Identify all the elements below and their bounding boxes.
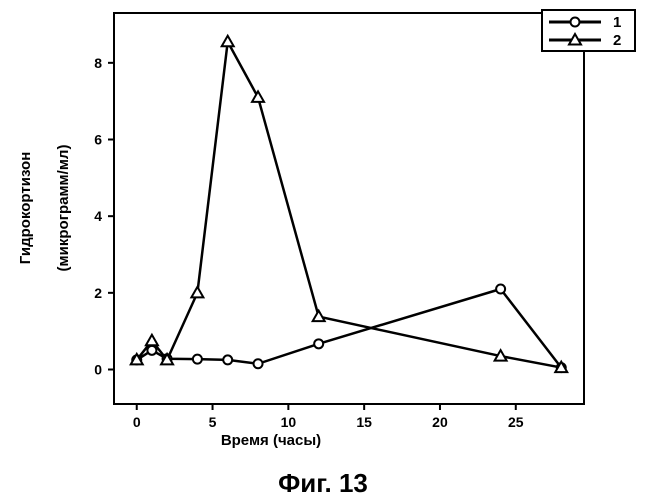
- series-1-point: [254, 359, 263, 368]
- x-tick-label: 20: [432, 414, 448, 430]
- y-tick-label: 0: [94, 362, 102, 378]
- y-tick-label: 2: [94, 285, 102, 301]
- y-tick-label: 8: [94, 55, 102, 71]
- series-2-line: [137, 42, 562, 368]
- legend-label: 1: [613, 14, 621, 31]
- x-tick-label: 5: [209, 414, 217, 430]
- figure-caption: Фиг. 13: [0, 468, 646, 499]
- x-tick-label: 25: [508, 414, 524, 430]
- plot-frame: [114, 13, 584, 404]
- x-tick-label: 10: [281, 414, 297, 430]
- y-tick-label: 6: [94, 132, 102, 148]
- series-2-point: [313, 311, 325, 322]
- series-1-point: [314, 339, 323, 348]
- y-axis-title-line2: (микрограмм/мл): [55, 145, 72, 272]
- series-group: [131, 36, 568, 372]
- plot-area: [114, 13, 584, 404]
- legend-swatch-marker: [571, 18, 580, 27]
- x-axis-title: Время (часы): [221, 432, 321, 449]
- series-2: [131, 36, 568, 372]
- y-axis-title-line1: Гидрокортизон: [17, 152, 34, 265]
- series-2-point: [146, 335, 158, 346]
- x-tick-label: 0: [133, 414, 141, 430]
- series-2-point: [191, 287, 203, 298]
- legend-label: 2: [613, 32, 621, 49]
- y-axis: 0 2 4 6 8: [94, 55, 114, 378]
- series-1-point: [193, 355, 202, 364]
- legend: 12: [542, 10, 635, 51]
- series-1-point: [147, 346, 156, 355]
- y-tick-label: 4: [94, 208, 102, 224]
- series-2-point: [222, 36, 234, 47]
- x-tick-label: 15: [356, 414, 372, 430]
- chart: 0 5 10 15 20 25 0 2 4 6 8 Время (часы) Гидрокорти…: [0, 0, 646, 470]
- x-axis: 0 5 10 15 20 25: [133, 404, 524, 430]
- series-1-point: [496, 285, 505, 294]
- series-1-point: [223, 355, 232, 364]
- series-2-point: [252, 91, 264, 102]
